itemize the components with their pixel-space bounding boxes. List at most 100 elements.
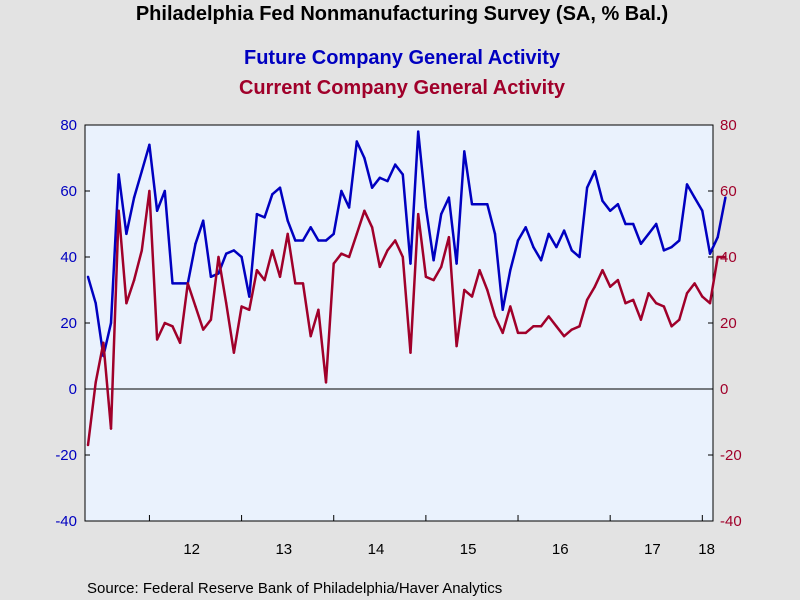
data-point-future — [678, 239, 681, 242]
data-point-current — [363, 209, 366, 212]
legend-future: Future Company General Activity — [244, 47, 561, 69]
chart-title: Philadelphia Fed Nonmanufacturing Survey… — [136, 3, 668, 25]
data-point-future — [524, 226, 527, 229]
data-point-current — [662, 305, 666, 308]
x-tick-label: 13 — [275, 541, 292, 558]
data-point-future — [470, 203, 474, 206]
data-point-future — [202, 219, 205, 222]
data-point-current — [693, 282, 696, 285]
data-point-future — [493, 232, 497, 236]
data-point-future — [109, 321, 113, 325]
data-point-current — [225, 302, 228, 305]
data-point-future — [217, 272, 220, 275]
data-point-current — [470, 295, 474, 298]
data-point-future — [570, 249, 573, 252]
y-left-tick-label: 60 — [60, 183, 77, 200]
series-line-future — [86, 130, 727, 358]
data-point-future — [562, 229, 566, 232]
data-point-current — [555, 325, 558, 328]
data-point-future — [394, 163, 397, 166]
data-point-current — [209, 318, 213, 321]
y-right-tick-label: -20 — [720, 447, 742, 464]
y-left-tick-label: -40 — [55, 513, 77, 530]
data-point-future — [708, 252, 712, 255]
data-point-future — [701, 209, 704, 212]
source-note: Source: Federal Reserve Bank of Philadel… — [87, 580, 502, 597]
y-left-tick-label: 80 — [60, 117, 77, 134]
data-point-current — [478, 269, 481, 272]
data-point-current — [286, 232, 289, 236]
data-point-future — [155, 209, 159, 212]
data-point-current — [117, 209, 120, 212]
data-point-current — [217, 255, 220, 259]
data-point-future — [271, 193, 274, 196]
data-point-future — [670, 245, 673, 249]
data-point-current — [532, 325, 535, 328]
data-point-future — [639, 242, 643, 245]
y-left-tick-label: 20 — [60, 315, 77, 332]
data-point-future — [647, 232, 650, 236]
data-point-future — [347, 206, 351, 209]
data-point-current — [501, 331, 504, 335]
data-point-future — [578, 255, 581, 259]
data-point-future — [332, 232, 335, 236]
series-line-current — [86, 189, 726, 446]
data-point-current — [378, 265, 381, 269]
data-point-current — [624, 302, 627, 305]
data-point-current — [632, 298, 635, 302]
data-point-current — [163, 321, 166, 325]
data-point-current — [202, 328, 205, 331]
data-point-future — [378, 176, 381, 179]
data-point-future — [363, 156, 366, 160]
data-point-future — [655, 222, 658, 226]
data-point-current — [655, 302, 658, 305]
x-tick-label: 12 — [183, 541, 200, 558]
data-point-future — [555, 245, 558, 249]
data-point-current — [194, 305, 197, 308]
data-point-current — [294, 282, 297, 285]
data-point-current — [248, 308, 251, 311]
x-tick-label: 18 — [698, 541, 715, 558]
data-point-current — [432, 278, 435, 282]
data-point-future — [440, 212, 443, 216]
data-point-current — [516, 331, 520, 335]
data-point-current — [609, 285, 612, 288]
data-point-future — [601, 199, 604, 203]
data-point-current — [102, 341, 105, 344]
data-point-current — [678, 318, 681, 321]
data-point-current — [140, 249, 143, 252]
data-point-current — [317, 308, 320, 311]
data-point-current — [440, 265, 443, 269]
data-point-future — [616, 203, 620, 206]
data-point-current — [509, 305, 512, 308]
data-point-current — [394, 239, 397, 242]
data-point-current — [132, 278, 136, 282]
data-point-future — [632, 222, 635, 226]
data-point-future — [716, 236, 719, 239]
data-point-future — [278, 186, 282, 189]
data-point-current — [255, 269, 259, 272]
data-point-future — [240, 255, 243, 259]
data-point-future — [125, 232, 128, 236]
data-point-future — [171, 282, 174, 285]
data-point-current — [178, 341, 182, 344]
data-point-current — [708, 302, 712, 305]
data-point-future — [693, 196, 696, 199]
data-point-future — [140, 170, 143, 173]
data-point-current — [263, 278, 266, 282]
data-point-current — [685, 292, 689, 295]
data-point-current — [86, 443, 90, 447]
data-point-current — [417, 212, 420, 216]
data-point-current — [94, 381, 97, 384]
data-point-current — [547, 315, 550, 318]
x-tick-label: 15 — [460, 541, 477, 558]
y-left-tick-label: 40 — [60, 249, 77, 266]
data-point-future — [486, 203, 489, 206]
data-point-future — [724, 196, 727, 199]
data-point-future — [340, 189, 343, 193]
data-point-future — [148, 143, 151, 146]
data-point-current — [486, 288, 489, 292]
axes: -40 -20 0 20 40 60 80 -40 -20 0 20 40 60 80 12 13 14 15 16… — [55, 117, 741, 558]
data-point-future — [132, 196, 136, 199]
